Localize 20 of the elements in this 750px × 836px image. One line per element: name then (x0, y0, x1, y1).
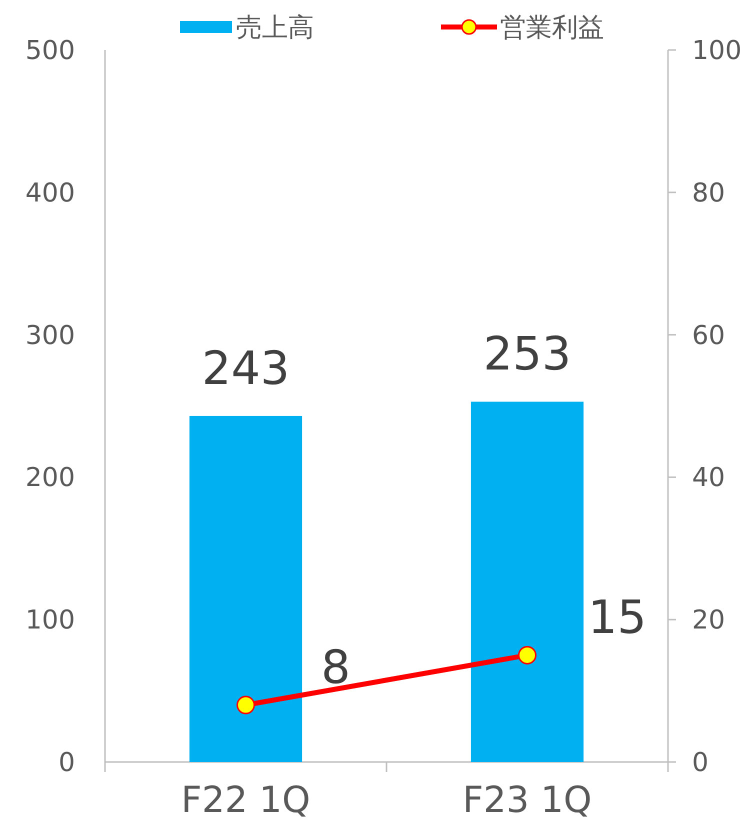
y-tick-label: 200 (25, 463, 75, 494)
data-label: 8 (321, 640, 350, 694)
y2-tick-label: 0 (692, 748, 709, 778)
data-label: 15 (588, 590, 647, 644)
y-tick-label: 0 (58, 748, 75, 778)
legend-label: 売上高 (236, 13, 314, 43)
y2-tick-label: 20 (692, 606, 726, 636)
y2-tick-label: 60 (692, 320, 726, 351)
legend-label: 営業利益 (500, 13, 604, 43)
data-label: 253 (483, 326, 572, 381)
y-tick-label: 500 (25, 36, 75, 66)
y-tick-label: 400 (25, 178, 75, 208)
y2-tick-label: 80 (692, 178, 726, 208)
y2-tick-label: 100 (692, 36, 742, 66)
x-tick-label: F23 1Q (462, 780, 592, 821)
data-label: 243 (202, 340, 290, 395)
y-tick-label: 100 (25, 606, 75, 636)
x-tick-label: F22 1Q (181, 780, 310, 821)
y2-tick-label: 40 (692, 463, 726, 494)
y-tick-label: 300 (25, 320, 75, 351)
